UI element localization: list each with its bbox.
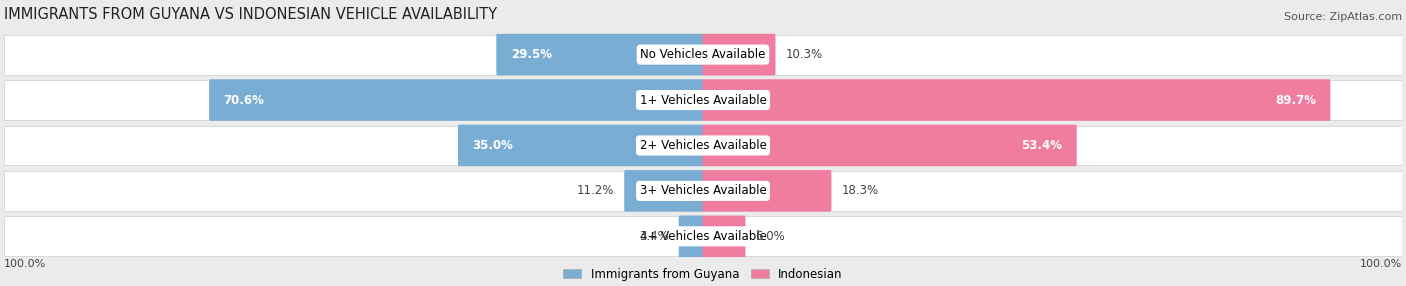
FancyBboxPatch shape (703, 79, 1330, 121)
Text: 100.0%: 100.0% (4, 259, 46, 269)
Bar (4, 126, 1402, 165)
Bar (4, 217, 1402, 256)
FancyBboxPatch shape (496, 34, 703, 76)
Text: 1+ Vehicles Available: 1+ Vehicles Available (640, 94, 766, 106)
FancyBboxPatch shape (703, 125, 1077, 166)
Legend: Immigrants from Guyana, Indonesian: Immigrants from Guyana, Indonesian (558, 263, 848, 285)
FancyBboxPatch shape (209, 79, 703, 121)
Text: 35.0%: 35.0% (472, 139, 513, 152)
Bar (4, 80, 1402, 120)
Text: 18.3%: 18.3% (841, 184, 879, 197)
Text: 10.3%: 10.3% (786, 48, 823, 61)
Bar (4, 171, 1402, 211)
Text: 89.7%: 89.7% (1275, 94, 1316, 106)
FancyBboxPatch shape (624, 170, 703, 212)
Text: 3.4%: 3.4% (638, 230, 669, 243)
FancyBboxPatch shape (703, 216, 745, 257)
Text: 6.0%: 6.0% (755, 230, 785, 243)
FancyBboxPatch shape (703, 34, 776, 76)
Text: IMMIGRANTS FROM GUYANA VS INDONESIAN VEHICLE AVAILABILITY: IMMIGRANTS FROM GUYANA VS INDONESIAN VEH… (4, 7, 498, 22)
FancyBboxPatch shape (458, 125, 703, 166)
FancyBboxPatch shape (679, 216, 703, 257)
Text: No Vehicles Available: No Vehicles Available (640, 48, 766, 61)
FancyBboxPatch shape (703, 170, 831, 212)
Text: 2+ Vehicles Available: 2+ Vehicles Available (640, 139, 766, 152)
Text: 70.6%: 70.6% (224, 94, 264, 106)
Text: 100.0%: 100.0% (1360, 259, 1402, 269)
Bar (4, 35, 1402, 75)
Text: 29.5%: 29.5% (510, 48, 551, 61)
Text: 4+ Vehicles Available: 4+ Vehicles Available (640, 230, 766, 243)
Text: 11.2%: 11.2% (576, 184, 614, 197)
Text: Source: ZipAtlas.com: Source: ZipAtlas.com (1284, 13, 1402, 22)
Text: 3+ Vehicles Available: 3+ Vehicles Available (640, 184, 766, 197)
Text: 53.4%: 53.4% (1021, 139, 1062, 152)
